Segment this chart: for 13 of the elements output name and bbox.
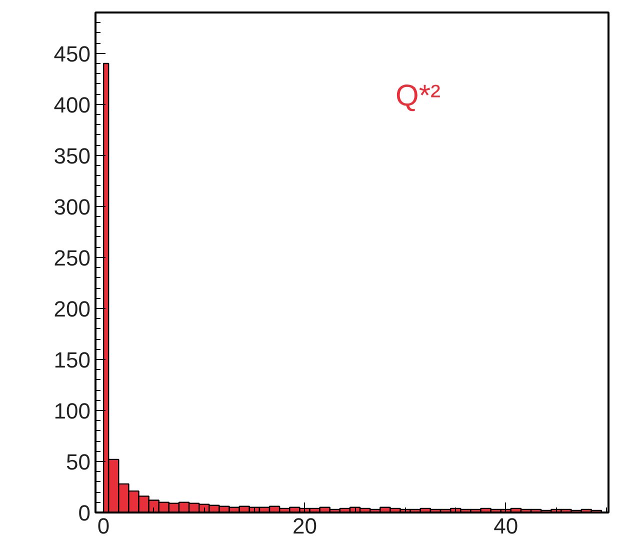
x-tick-label: 20 <box>292 514 317 538</box>
y-tick-label: 300 <box>54 194 91 220</box>
y-tick-label: 450 <box>54 41 91 66</box>
annotation: Q*² <box>396 80 441 112</box>
y-tick-label: 50 <box>66 449 91 474</box>
x-tick-label: 0 <box>97 514 110 538</box>
y-tick-label: 150 <box>54 347 91 372</box>
y-tick-label: 100 <box>54 398 91 424</box>
y-tick-label: 350 <box>54 143 91 168</box>
y-tick-label: 400 <box>54 92 91 118</box>
x-tick-label: 40 <box>494 514 518 538</box>
y-tick-label: 200 <box>54 296 91 322</box>
y-tick-label: 250 <box>54 245 91 270</box>
